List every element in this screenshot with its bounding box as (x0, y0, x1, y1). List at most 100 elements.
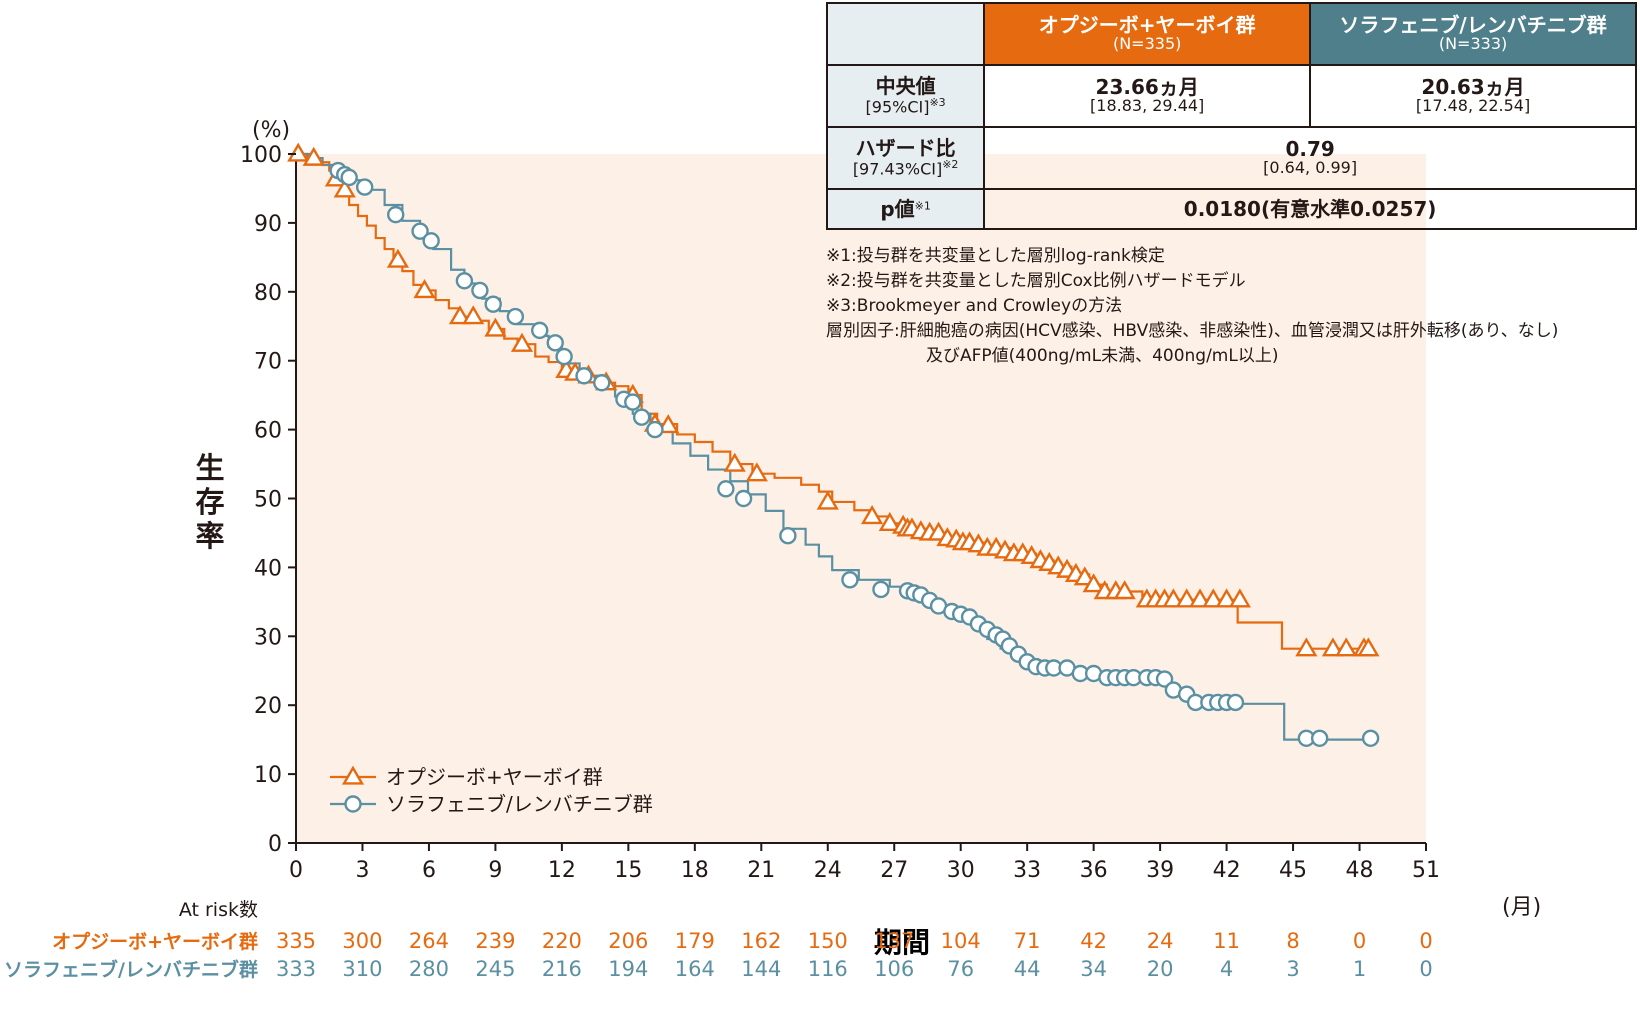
censor-circle (531, 321, 549, 340)
at-risk-value: 300 (342, 929, 382, 953)
censor-circle (632, 408, 651, 426)
y-tick-label: 100 (240, 143, 282, 168)
p-label-cell: p値※1 (825, 188, 986, 230)
censor-triangle (386, 248, 410, 268)
censor-circle (575, 367, 593, 385)
x-tick-label: 0 (289, 858, 303, 883)
at-risk-value: 106 (874, 957, 914, 981)
at-risk-value: 335 (276, 929, 316, 953)
censor-triangle (816, 490, 839, 510)
at-risk-value: 245 (475, 957, 515, 981)
median-group2-ci: [17.48, 22.54] (1415, 96, 1531, 116)
at-risk-value: 24 (1147, 929, 1174, 953)
median-group1-ci: [18.83, 29.44] (1090, 96, 1205, 116)
at-risk-value: 0 (1419, 957, 1432, 981)
at-risk-value: 11 (1213, 929, 1240, 953)
censor-circle (841, 571, 859, 589)
group1-n: (N=335) (1112, 34, 1182, 54)
censor-triangle (510, 332, 534, 352)
median-group1: 23.66ヵ月 (1095, 75, 1199, 100)
at-risk-value: 150 (808, 929, 848, 953)
censor-circle (546, 334, 564, 352)
at-risk-value: 144 (741, 957, 781, 981)
censor-circle (355, 178, 374, 196)
at-risk-value: 333 (276, 957, 316, 981)
at-risk-value: 3 (1286, 957, 1299, 981)
censor-circle (484, 295, 502, 313)
group1-name: オプジーボ+ヤーボイ群 (1038, 13, 1256, 38)
censor-circle (1155, 670, 1174, 688)
x-tick-label: 24 (814, 858, 842, 883)
y-unit: (%) (252, 118, 290, 143)
censor-circle (471, 281, 489, 300)
censor-triangle (333, 178, 356, 198)
censor-triangle (1188, 588, 1212, 608)
median-label-cell: 中央値 [95%CI]※3 (825, 64, 986, 128)
x-tick-label: 21 (747, 858, 775, 883)
x-tick-label: 3 (355, 858, 369, 883)
at-risk-value: 34 (1080, 957, 1107, 981)
hr-ci: [0.64, 0.99] (1263, 158, 1358, 178)
x-tick-label: 48 (1346, 858, 1374, 883)
x-tick-label: 18 (681, 858, 709, 883)
plot-background (296, 154, 1426, 843)
at-risk-value: 44 (1014, 957, 1041, 981)
median-group2: 20.63ヵ月 (1421, 75, 1525, 100)
x-unit: (月) (1502, 895, 1541, 920)
censor-triangle (1228, 588, 1251, 608)
at-risk-value: 137 (874, 929, 914, 953)
censor-circle (779, 527, 797, 545)
x-axis-label: 期間 (874, 926, 930, 959)
at-risk-value: 216 (542, 957, 582, 981)
censor-circle (555, 347, 573, 366)
y-tick-label: 70 (254, 350, 282, 375)
censor-triangle (484, 317, 507, 337)
hr-label-cell: ハザード比 [97.43%CI]※2 (825, 126, 986, 190)
censor-triangle (860, 505, 884, 525)
censor-circle (411, 222, 429, 240)
at-risk-value: 8 (1286, 929, 1299, 953)
at-risk-value: 0 (1353, 929, 1366, 953)
y-tick-label: 20 (254, 694, 282, 719)
y-tick-label: 80 (254, 281, 282, 306)
at-risk-value: 264 (409, 929, 449, 953)
censor-triangle (287, 142, 310, 162)
y-tick-label: 30 (254, 625, 282, 650)
x-tick-label: 39 (1146, 858, 1174, 883)
x-tick-label: 15 (614, 858, 642, 883)
at-risk-value: 0 (1419, 929, 1432, 953)
at-risk-value: 206 (608, 929, 648, 953)
censor-circle (717, 480, 735, 498)
censor-triangle (1321, 637, 1345, 657)
table-header-opdivo: オプジーボ+ヤーボイ群 (N=335) (983, 2, 1312, 66)
at-risk-value: 194 (608, 957, 648, 981)
p-label: p値 (880, 196, 915, 221)
censor-triangle (1073, 566, 1096, 586)
legend-triangle-icon (341, 765, 365, 785)
censor-circle (646, 420, 664, 439)
censor-circle (1226, 693, 1245, 712)
at-risk-value: 239 (475, 929, 515, 953)
censor-circle (1310, 729, 1329, 747)
footnote-5: 及びAFP値(400ng/mL未満、400ng/mL以上) (926, 346, 1279, 366)
at-risk-value: 104 (941, 929, 981, 953)
censor-triangle (745, 462, 768, 482)
y-tick-label: 0 (268, 832, 282, 857)
at-risk-value: 280 (409, 957, 449, 981)
p-value-cell: 0.0180(有意水準0.0257) (983, 188, 1637, 230)
censor-triangle (1082, 573, 1105, 593)
legend-circle-icon (344, 795, 362, 813)
legend-label: ソラフェニブ/レンバチニブ群 (386, 792, 653, 816)
legend-label: オプジーボ+ヤーボイ群 (386, 765, 603, 789)
at-risk-value: 71 (1014, 929, 1041, 953)
x-tick-label: 42 (1213, 858, 1241, 883)
table-header-sorafenib: ソラフェニブ/レンバチニブ群 (N=333) (1309, 2, 1637, 66)
footnote-3: ※3:Brookmeyer and Crowleyの方法 (826, 296, 1123, 316)
median-label: 中央値 (875, 73, 936, 98)
median-note: ※3 (929, 95, 946, 109)
censor-triangle (1357, 637, 1380, 657)
censor-triangle (1162, 588, 1185, 608)
